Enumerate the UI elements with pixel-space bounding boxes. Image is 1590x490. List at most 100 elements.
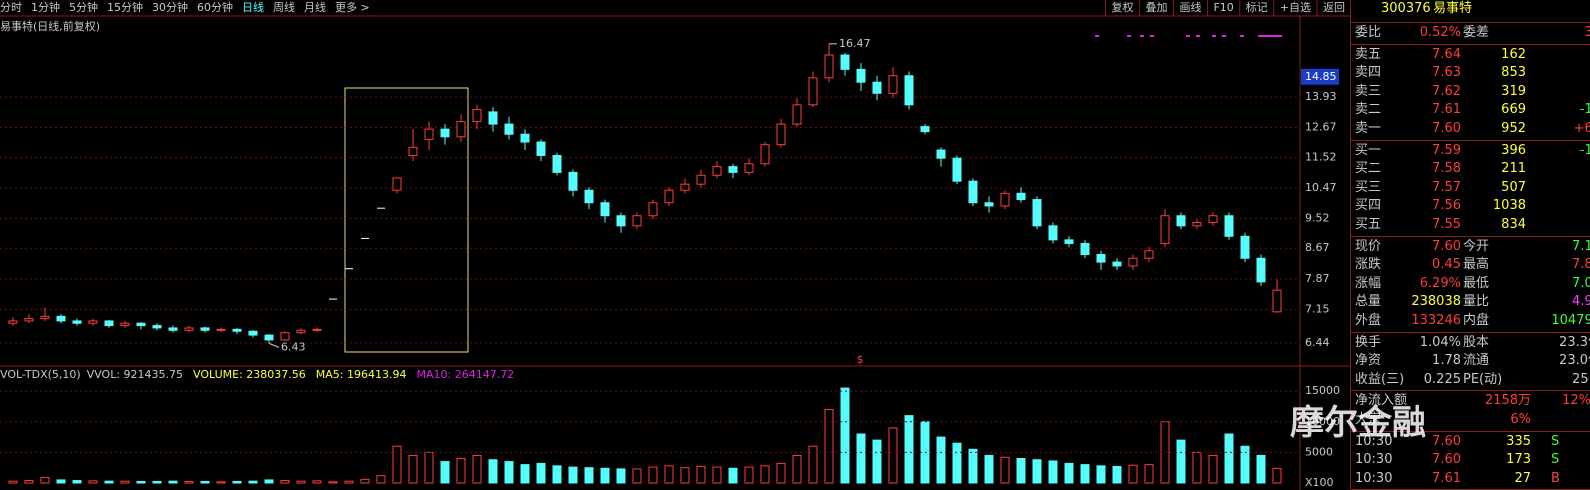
quote-cell: 507	[1501, 179, 1526, 195]
volume-bar	[1016, 458, 1026, 484]
toolbar-button[interactable]: 标记	[1246, 0, 1268, 14]
candle-body	[792, 104, 802, 125]
quote-cell: 内盘	[1463, 313, 1490, 328]
low-label: 6.43	[281, 340, 306, 353]
toolbar-button[interactable]: 叠加	[1145, 1, 1167, 14]
candle-body	[840, 54, 850, 70]
candle-body	[1064, 239, 1074, 244]
volume-bar	[72, 480, 82, 484]
volume-bar	[136, 480, 146, 484]
quote-cell: 卖二	[1355, 102, 1382, 118]
quote-cell: 股本	[1463, 334, 1490, 350]
quote-cell: 1.78	[1432, 353, 1461, 369]
y-tick-label: 6.44	[1305, 336, 1330, 349]
candle-body	[856, 68, 866, 83]
volume-bar	[712, 466, 722, 484]
volume-bar	[680, 467, 690, 484]
quote-cell: 收益(三)	[1355, 371, 1405, 387]
quote-cell: 211	[1501, 161, 1526, 177]
candle-body	[248, 330, 258, 336]
toolbar-button[interactable]: 返回	[1323, 1, 1345, 14]
volume-bar	[8, 480, 18, 484]
volume-bar	[760, 465, 770, 484]
volume-tick-label: 5000	[1305, 445, 1333, 458]
candle-body	[616, 215, 626, 227]
toolbar-button[interactable]: +自选	[1280, 1, 1311, 14]
period-tab[interactable]: 30分钟	[152, 0, 188, 14]
period-tab[interactable]: 分时	[0, 1, 22, 14]
volume-bar	[264, 479, 274, 484]
quote-cell: 7.55	[1432, 217, 1461, 232]
y-tick-label: 11.52	[1305, 151, 1337, 164]
quote-cell: 6.29%	[1419, 275, 1461, 291]
quote-cell: 买一	[1355, 142, 1382, 158]
period-tab[interactable]: 60分钟	[197, 0, 233, 14]
toolbar-button[interactable]: F10	[1213, 1, 1233, 14]
quote-cell: -12	[1579, 142, 1590, 158]
toolbar-button[interactable]: 复权	[1111, 0, 1133, 14]
candle-body	[1192, 221, 1202, 227]
volume-bar	[1144, 464, 1154, 484]
candle-body	[1176, 215, 1186, 227]
candle-body	[536, 141, 546, 156]
volume-bar	[1240, 445, 1250, 484]
volume-bar	[168, 480, 178, 484]
volume-bar	[1272, 467, 1282, 484]
candle-body	[456, 121, 466, 138]
quote-cell: 834	[1501, 217, 1526, 232]
quote-cell: 最高	[1463, 257, 1490, 273]
period-tab[interactable]: 15分钟	[107, 0, 143, 14]
quote-cell: 买四	[1355, 198, 1382, 214]
high-label: 16.47	[839, 37, 871, 50]
candle-body	[472, 109, 482, 123]
candle-body	[1048, 225, 1058, 241]
volume-bar	[1128, 464, 1138, 484]
y-tick-label: 10.47	[1305, 181, 1337, 194]
period-tab[interactable]: 1分钟	[31, 0, 60, 14]
period-tab[interactable]: 月线	[304, 0, 326, 14]
candle-body	[488, 111, 498, 125]
candle-body	[1112, 261, 1122, 267]
separator	[1351, 22, 1590, 23]
candle-body	[776, 123, 786, 146]
quote-cell: 涨幅	[1355, 275, 1382, 291]
quote-cell: 买三	[1355, 179, 1382, 195]
volume-bar	[232, 480, 242, 484]
quote-cell: 卖三	[1355, 83, 1382, 99]
candle-body	[744, 163, 754, 173]
period-tab[interactable]: 周线	[273, 0, 295, 14]
candle-body	[1080, 242, 1090, 256]
volume-bar	[824, 409, 834, 484]
candle-body	[216, 328, 226, 331]
period-tab[interactable]: 更多 >	[335, 0, 370, 14]
candle-body	[1128, 257, 1138, 267]
candle-body	[168, 327, 178, 331]
y-tick-label: 9.52	[1305, 211, 1330, 224]
volume-bar	[296, 480, 306, 484]
candle-body	[24, 318, 34, 322]
volume-bar	[456, 458, 466, 484]
separator	[1351, 390, 1590, 392]
volume-bar	[40, 476, 50, 484]
volume-bar	[248, 480, 258, 484]
candle-body	[664, 189, 674, 204]
volume-bar	[632, 468, 642, 484]
quote-cell: 外盘	[1355, 313, 1382, 328]
quote-cell: -10	[1579, 102, 1590, 118]
stock-code: 300376	[1381, 1, 1431, 16]
candle-body	[120, 322, 130, 327]
volume-bar	[904, 415, 914, 484]
candle-body	[904, 75, 914, 106]
y-tick-label: 7.87	[1305, 272, 1330, 285]
quote-cell: 7.57	[1432, 179, 1461, 195]
volume-bar	[56, 479, 66, 484]
period-tab[interactable]: 日线	[242, 0, 264, 14]
candle-body	[1272, 289, 1282, 313]
period-tab[interactable]: 5分钟	[69, 0, 98, 14]
candle-body	[984, 202, 994, 207]
candle-body	[760, 144, 770, 165]
low-pointer	[268, 342, 280, 348]
toolbar-button[interactable]: 画线	[1179, 0, 1201, 14]
marker: $	[857, 353, 864, 366]
volume-bar	[344, 480, 354, 484]
